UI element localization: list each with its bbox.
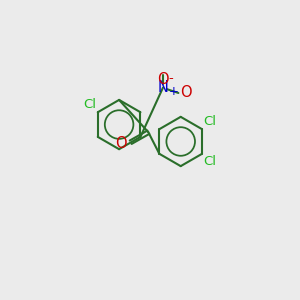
Text: O: O [180, 85, 192, 100]
Text: O: O [115, 136, 127, 151]
Text: Cl: Cl [83, 98, 96, 111]
Text: -: - [168, 72, 173, 85]
Text: Cl: Cl [204, 155, 217, 168]
Text: +: + [168, 85, 178, 98]
Text: O: O [157, 72, 169, 87]
Text: Cl: Cl [204, 115, 217, 128]
Text: N: N [158, 80, 168, 95]
